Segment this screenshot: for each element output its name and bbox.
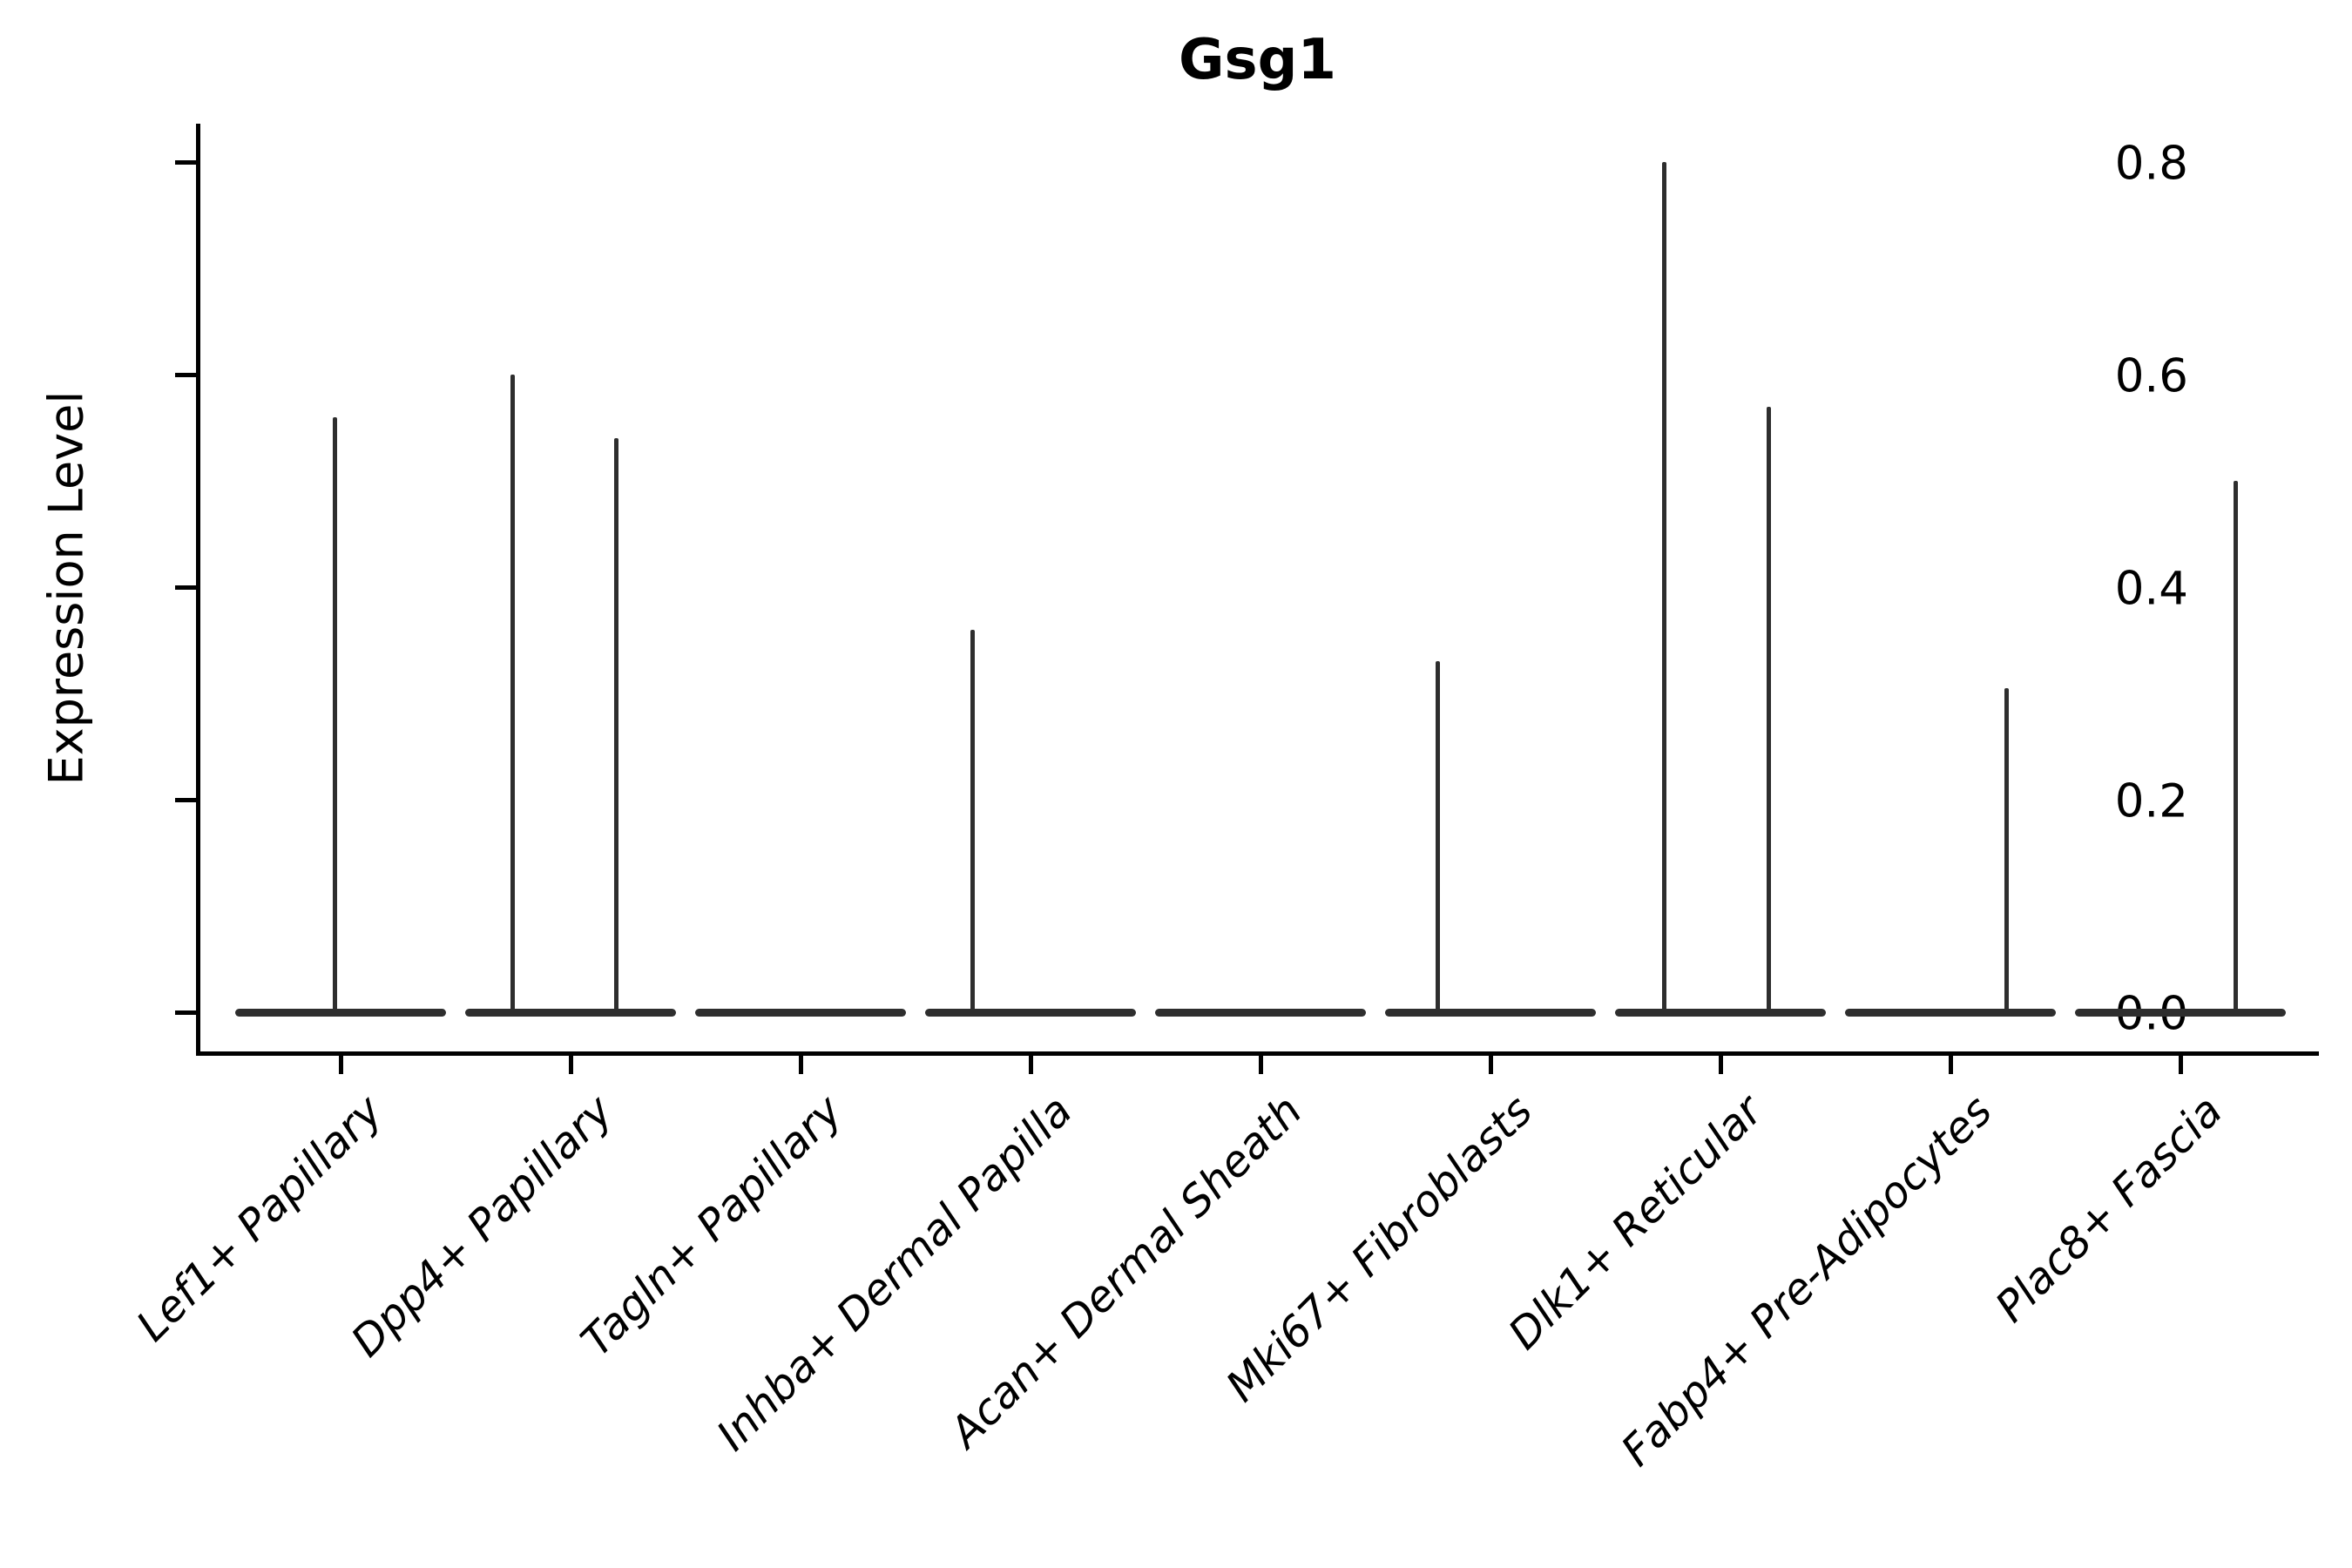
chart-title: Gsg1 (1179, 28, 1336, 92)
x-tick (1718, 1053, 1723, 1074)
violin-spike-9 (2233, 481, 2238, 1012)
violin-baseline-4 (925, 1008, 1136, 1017)
x-tick (2178, 1053, 2183, 1074)
x-tick (1028, 1053, 1033, 1074)
x-tick-label: Fabp4+ Pre-Adipocytes (1612, 1085, 2002, 1477)
violin-spike-8 (2004, 687, 2009, 1012)
y-tick (175, 159, 196, 165)
x-tick-label: Dlk1+ Reticular (1498, 1085, 1772, 1360)
x-axis-spine (196, 1051, 2319, 1056)
x-tick (1488, 1053, 1493, 1074)
y-tick (175, 1010, 196, 1015)
x-tick-label: Lef1+ Papillary (126, 1085, 392, 1351)
violin-spike-6 (1435, 661, 1440, 1012)
y-axis-spine (196, 124, 200, 1056)
x-tick-label: Plac8+ Fascia (1985, 1085, 2232, 1332)
violin-baseline-2 (465, 1008, 676, 1017)
y-tick (175, 372, 196, 377)
x-tick (568, 1053, 573, 1074)
violin-spike-2 (510, 375, 515, 1012)
x-tick (1258, 1053, 1263, 1074)
y-tick (175, 797, 196, 802)
violin-baseline-9 (2075, 1008, 2286, 1017)
y-tick-label: 0.6 (2114, 349, 2188, 403)
violin-baseline-6 (1385, 1008, 1596, 1017)
violin-baseline-1 (235, 1008, 446, 1017)
violin-baseline-3 (695, 1008, 906, 1017)
violin-spike-7 (1661, 162, 1666, 1012)
y-tick-label: 0.4 (2114, 562, 2188, 616)
violin-baseline-5 (1155, 1008, 1366, 1017)
x-tick (338, 1053, 343, 1074)
violin-spike-1 (332, 416, 337, 1012)
y-tick (175, 585, 196, 590)
violin-baseline-8 (1845, 1008, 2056, 1017)
x-tick (1948, 1053, 1953, 1074)
y-tick-label: 0.8 (2114, 137, 2188, 191)
x-tick (798, 1053, 803, 1074)
y-tick-label: 0.2 (2114, 774, 2188, 828)
violin-spike-7 (1766, 406, 1771, 1012)
violin-spike-4 (970, 629, 975, 1012)
violin-baseline-7 (1615, 1008, 1826, 1017)
violin-spike-2 (613, 438, 618, 1012)
